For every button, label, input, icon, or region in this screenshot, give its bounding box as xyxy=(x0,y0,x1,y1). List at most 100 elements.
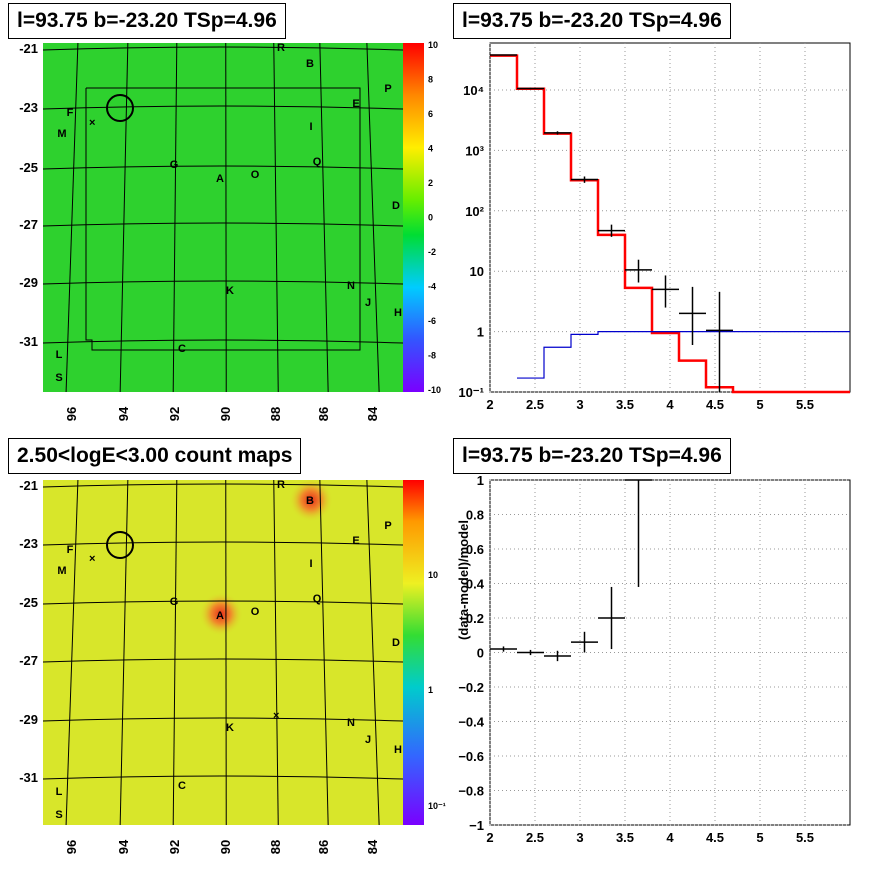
sky-x-tick: 94 xyxy=(116,406,131,421)
residual-x-tick: 4 xyxy=(666,830,674,845)
graticule-lat-line xyxy=(43,658,403,663)
count-colorbar-ticks: 10 1 10⁻¹ xyxy=(428,570,446,811)
graticule-lon-line xyxy=(366,480,380,825)
sky-x-tick: 84 xyxy=(365,406,380,421)
sky-x-tick: 94 xyxy=(116,839,131,854)
source-label-q: Q xyxy=(313,593,322,605)
target-circle xyxy=(106,94,134,122)
spectrum-x-tick: 5 xyxy=(756,397,763,412)
residual-y-tick: 0.2 xyxy=(466,611,484,626)
residual-colorbar-tick: -2 xyxy=(428,247,436,257)
graticule-lon-line xyxy=(65,43,79,392)
graticule-lat-line xyxy=(43,105,403,110)
count-secondary-marker: × xyxy=(273,710,279,722)
graticule-lon-line xyxy=(319,480,329,825)
residual-colorbar-tick: -8 xyxy=(428,351,436,361)
sky-x-tick: 92 xyxy=(167,840,182,854)
count-target-marker: × xyxy=(89,553,95,565)
count-colorbar xyxy=(403,480,424,825)
source-label-o: O xyxy=(251,169,260,181)
spectrum-plot-area xyxy=(489,42,851,393)
source-label-l: L xyxy=(56,786,63,798)
residual-y-label: (data-model)/model xyxy=(456,520,471,640)
graticule-lon-line xyxy=(366,43,380,392)
graticule-lon-line xyxy=(119,43,129,392)
source-label-r: R xyxy=(277,42,285,54)
residual-colorbar-tick: -6 xyxy=(428,316,436,326)
sky-y-tick: -25 xyxy=(19,595,38,610)
source-label-h: H xyxy=(394,744,402,756)
sky-x-tick: 88 xyxy=(268,407,283,421)
spectrum-y-tick: 10⁻¹ xyxy=(458,385,484,400)
source-label-j: J xyxy=(365,734,371,746)
spectrum-x-tick: 4.5 xyxy=(706,397,724,412)
sky-x-tick: 90 xyxy=(218,840,233,854)
title-bottom-right: l=93.75 b=-23.20 TSp=4.96 xyxy=(453,438,731,474)
source-label-d: D xyxy=(392,637,400,649)
residual-x-tick: 5.5 xyxy=(796,830,814,845)
source-label-b: B xyxy=(306,495,314,507)
spectrum-y-tick: 10 xyxy=(470,264,484,279)
sky-y-tick: -21 xyxy=(19,41,38,56)
residual-colorbar-tick: 8 xyxy=(428,75,433,85)
residual-y-tick: 0.8 xyxy=(466,508,484,523)
sky-x-tick: 96 xyxy=(64,840,79,854)
spectrum-y-tick: 10⁴ xyxy=(463,83,484,98)
sky-y-tick: -31 xyxy=(19,770,38,785)
count-map-graticule xyxy=(43,480,403,825)
spectrum-x-tick: 3 xyxy=(576,397,583,412)
source-label-m: M xyxy=(57,128,66,140)
residual-x-tick: 3 xyxy=(576,830,583,845)
residual-x-tick: 2.5 xyxy=(526,830,544,845)
target-marker: × xyxy=(89,117,95,129)
source-label-n: N xyxy=(347,280,355,292)
graticule-lat-line xyxy=(43,600,403,605)
source-label-r: R xyxy=(277,479,285,491)
graticule-lon-line xyxy=(273,43,279,392)
sky-y-tick: -23 xyxy=(19,536,38,551)
spectrum-x-tick: 2 xyxy=(486,397,493,412)
residual-plot: 2 2.5 3 3.5 4 4.5 5 5.5 1 0.8 0.6 0.4 0.2 0 −0.2 −0.4 −0… xyxy=(458,473,850,845)
residual-colorbar-tick: -4 xyxy=(428,282,436,292)
graticule-lat-line xyxy=(43,717,403,722)
spectrum-x-tick: 2.5 xyxy=(526,397,544,412)
roi-outline xyxy=(85,87,361,351)
sky-x-tick: 86 xyxy=(316,407,331,421)
count-colorbar-tick: 10⁻¹ xyxy=(428,801,446,811)
residual-map-graticule xyxy=(43,43,403,392)
title-top-left: l=93.75 b=-23.20 TSp=4.96 xyxy=(8,3,286,39)
graticule-lon-line xyxy=(172,43,178,392)
source-label-l: L xyxy=(56,349,63,361)
count-target-circle xyxy=(106,531,134,559)
sky-x-tick: 84 xyxy=(365,839,380,854)
residual-y-tick: −0.2 xyxy=(458,680,484,695)
spectrum-y-tick: 10³ xyxy=(465,143,484,158)
sky-y-tick: -29 xyxy=(19,275,38,290)
source-label-d: D xyxy=(392,200,400,212)
title-top-right: l=93.75 b=-23.20 TSp=4.96 xyxy=(453,3,731,39)
residual-x-tick: 2 xyxy=(486,830,493,845)
source-label-a: A xyxy=(216,173,224,185)
source-label-a: A xyxy=(216,610,224,622)
graticule-lat-line xyxy=(43,46,403,51)
spectrum-x-tick: 3.5 xyxy=(616,397,634,412)
spectrum-y-tick: 10² xyxy=(465,204,484,219)
graticule-lat-line xyxy=(43,165,403,170)
residual-map-source-labels: R B P E FM I G Q A O D K NJ H C LS xyxy=(55,42,402,384)
graticule-lat-line xyxy=(43,222,403,227)
source-label-b: B xyxy=(306,58,314,70)
source-label-i: I xyxy=(309,121,312,133)
count-colorbar-tick: 1 xyxy=(428,685,433,695)
residual-y-tick: −1 xyxy=(469,818,484,833)
source-label-f: F xyxy=(67,107,74,119)
sky-y-tick: -25 xyxy=(19,160,38,175)
residual-y-tick: 0 xyxy=(477,646,484,661)
graticule-lat-line xyxy=(43,483,403,488)
residual-y-tick: 0.6 xyxy=(466,542,484,557)
sky-x-tick: 96 xyxy=(64,407,79,421)
graticule-lon-line xyxy=(319,43,329,392)
source-label-f: F xyxy=(67,544,74,556)
residual-colorbar-tick: 10 xyxy=(428,40,438,50)
sky-y-tick: -29 xyxy=(19,712,38,727)
count-colorbar-tick: 10 xyxy=(428,570,438,580)
